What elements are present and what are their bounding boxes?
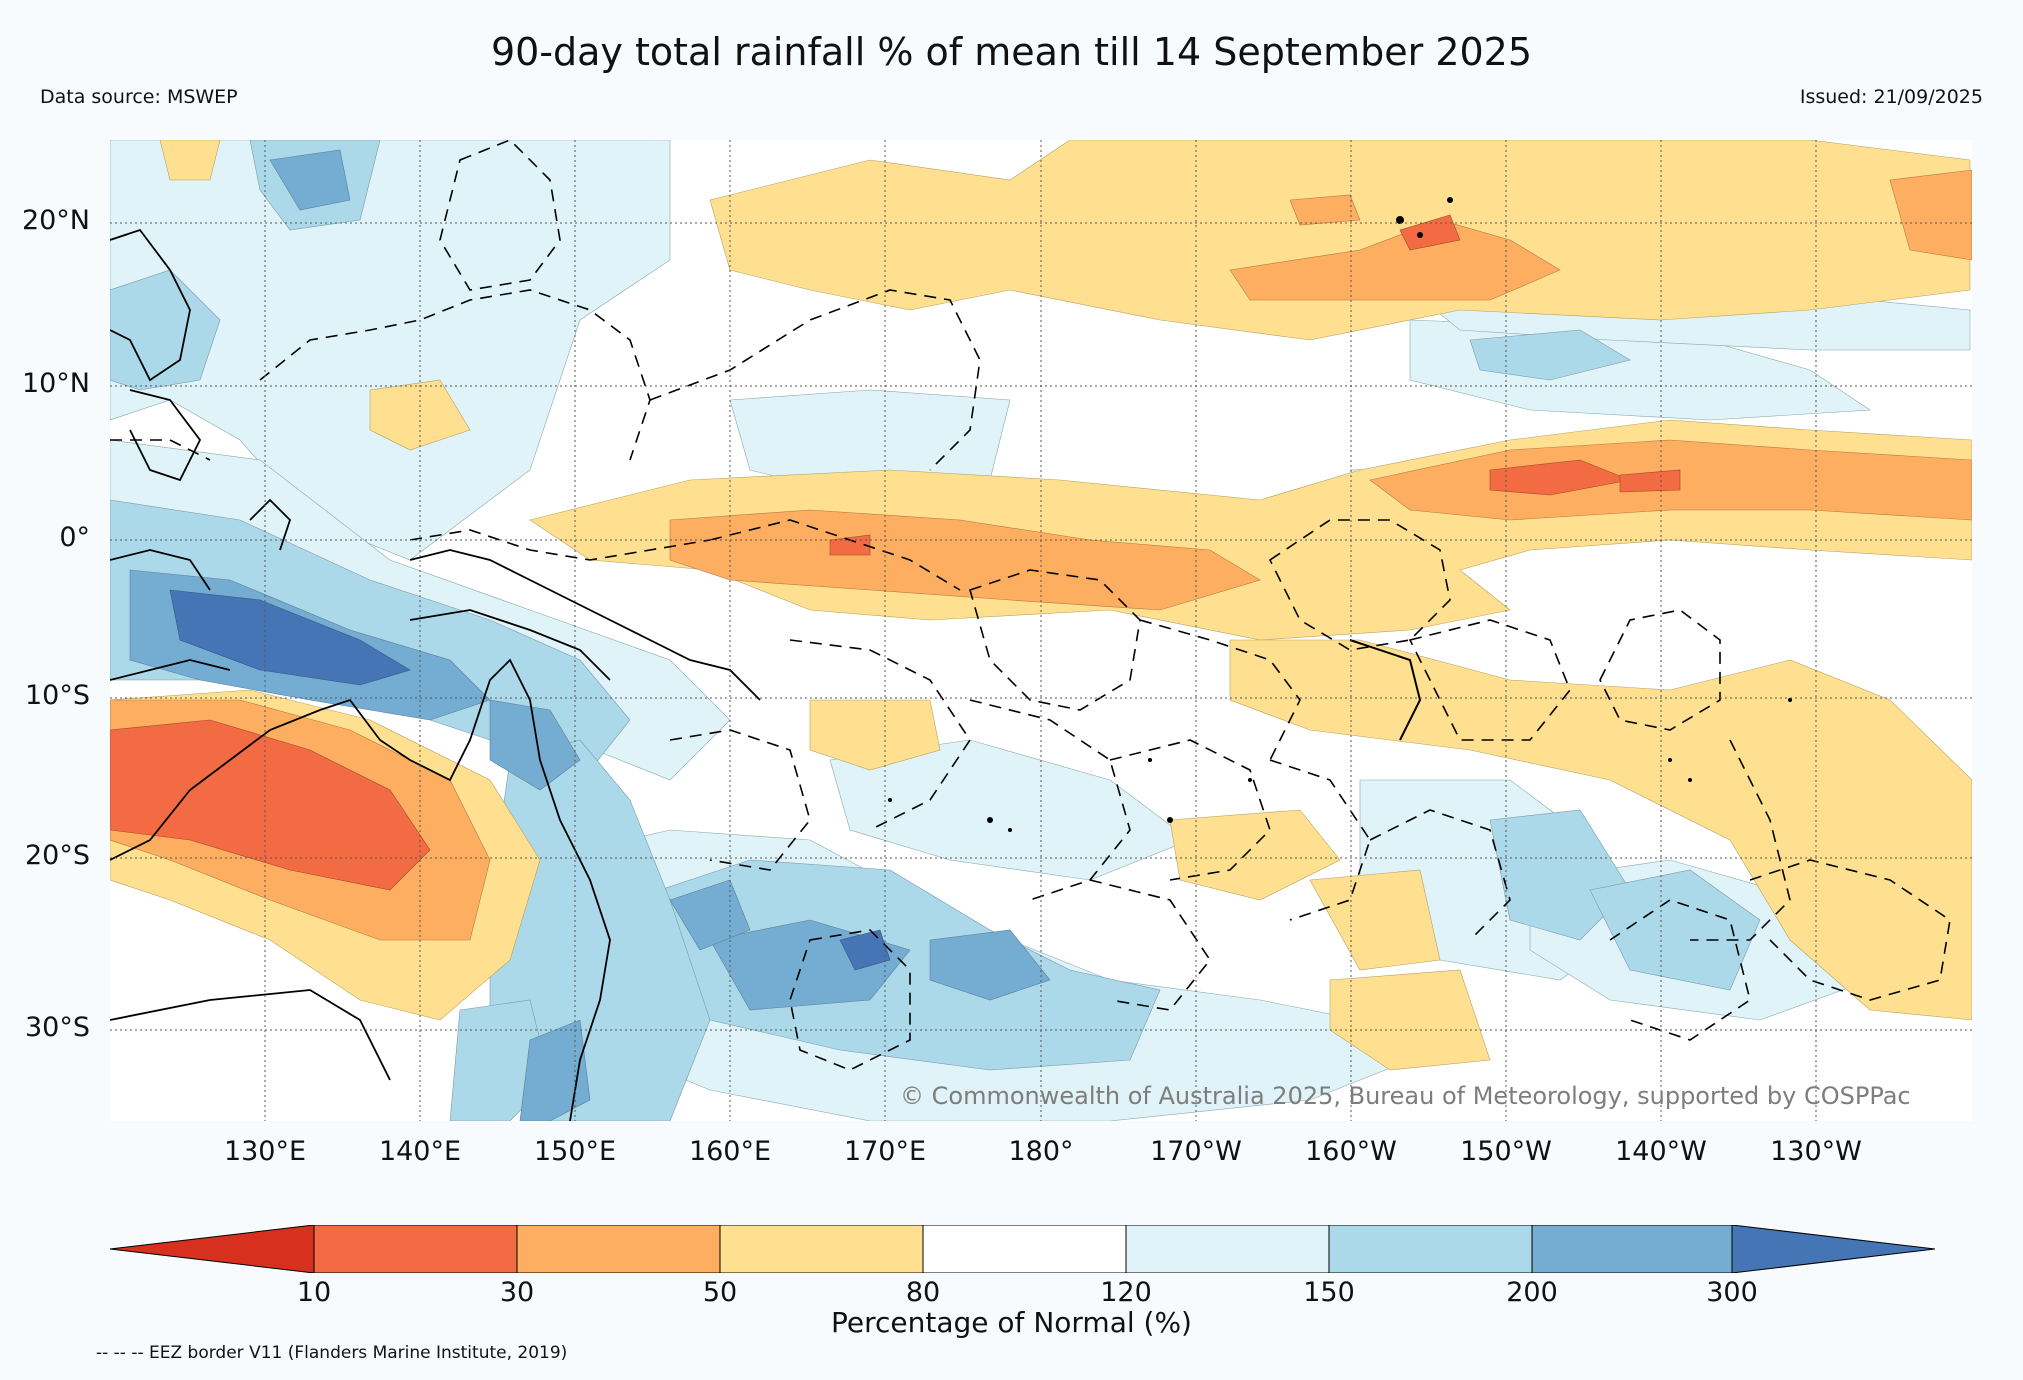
colorbar (110, 1225, 1935, 1273)
lat-label-20s: 20°S (25, 840, 90, 871)
colorbar-tick-300: 300 (1706, 1277, 1758, 1308)
lon-label-140e: 140°E (378, 1136, 462, 1167)
colorbar-tick-200: 200 (1506, 1277, 1558, 1308)
colorbar-segment-7 (1531, 1225, 1733, 1273)
coastlines (110, 228, 761, 1121)
lon-label-150e: 150°E (533, 1136, 617, 1167)
colorbar-tick-30: 30 (499, 1277, 535, 1308)
lon-label-170e: 170°E (843, 1136, 927, 1167)
map-title: 90-day total rainfall % of mean till 14 … (490, 30, 1533, 74)
lon-label-170w: 170°W (1150, 1136, 1242, 1167)
colorbar-tick-150: 150 (1303, 1277, 1355, 1308)
lat-label-10n: 10°N (21, 368, 90, 399)
lat-label-0: 0° (59, 522, 90, 553)
lat-label-20n: 20°N (21, 205, 90, 236)
eez-legend-note: -- -- -- EEZ border V11 (Flanders Marine… (96, 1343, 568, 1363)
graticule (110, 140, 1972, 1121)
colorbar-segment-4 (922, 1225, 1127, 1273)
colorbar-segment-5 (1125, 1225, 1330, 1273)
issued-date: Issued: 21/09/2025 (1799, 86, 1983, 108)
colorbar-segment-1 (313, 1225, 518, 1273)
lon-label-130e: 130°E (223, 1136, 307, 1167)
colorbar-segment-3 (719, 1225, 924, 1273)
colorbar-tick-50: 50 (702, 1277, 738, 1308)
lon-label-150w: 150°W (1460, 1136, 1552, 1167)
copyright-notice: © Commonwealth of Australia 2025, Bureau… (900, 1082, 1911, 1110)
island-dots (888, 197, 1792, 832)
maritime-boundary (1349, 639, 1422, 741)
colorbar-segment-2 (516, 1225, 721, 1273)
colorbar-tick-80: 80 (905, 1277, 941, 1308)
lat-label-30s: 30°S (25, 1012, 90, 1043)
data-source: Data source: MSWEP (40, 86, 238, 108)
colorbar-title: Percentage of Normal (%) (831, 1306, 1192, 1339)
red-orange-regions (110, 214, 1681, 891)
colorbar-segment-0 (110, 1225, 315, 1273)
lon-label-160w: 160°W (1305, 1136, 1397, 1167)
lon-label-140w: 140°W (1615, 1136, 1707, 1167)
colorbar-segment-6 (1328, 1225, 1533, 1273)
lon-label-130w: 130°W (1770, 1136, 1862, 1167)
eez-borders (110, 140, 1951, 1071)
colorbar-tick-120: 120 (1100, 1277, 1152, 1308)
lon-label-180: 180° (1008, 1136, 1074, 1167)
colorbar-tick-10: 10 (296, 1277, 332, 1308)
lon-label-160e: 160°E (688, 1136, 772, 1167)
lat-label-10s: 10°S (25, 680, 90, 711)
deep-blue-regions (169, 589, 891, 971)
colorbar-segment-8 (1731, 1225, 1935, 1273)
rainfall-map (110, 140, 1972, 1121)
